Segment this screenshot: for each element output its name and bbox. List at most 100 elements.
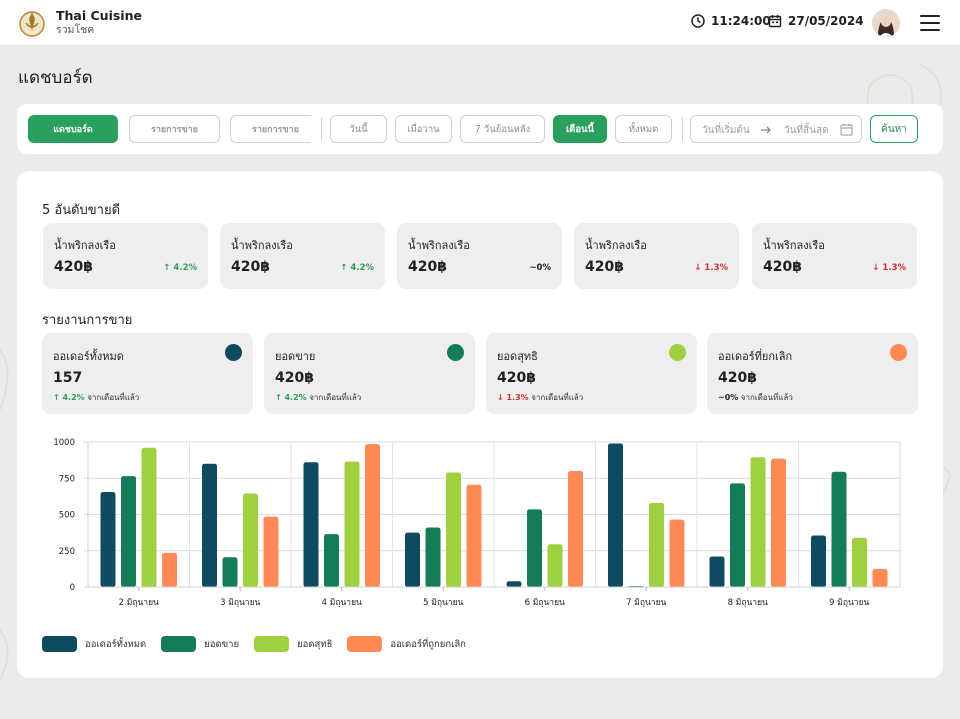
stat-value: 157 (53, 370, 83, 386)
product-change: ↓ 1.3% (694, 263, 728, 273)
chart-bar (771, 458, 786, 587)
product-name: น้ำพริกลงเรือ (54, 239, 116, 252)
stat-card-sales: ยอดขาย 420฿ ↑ 4.2% จากเดือนที่แล้ว (264, 333, 475, 414)
chart-bar (324, 534, 339, 587)
product-name: น้ำพริกลงเรือ (763, 239, 825, 252)
top-product-card[interactable]: น้ำพริกลงเรือ 420฿ ↑ 4.2% (43, 223, 208, 289)
change-percent: ↑ 4.2% (53, 393, 85, 402)
chart-bar (831, 471, 847, 587)
brand: Thai Cuisine รวมโชค (56, 8, 142, 37)
y-tick-label: 500 (59, 511, 75, 521)
stat-value: 420฿ (718, 370, 757, 386)
legend-item: ออเดอร์ที่ถูกยกเลิก (347, 636, 466, 652)
arrow-right-icon (761, 126, 771, 134)
chart-bar (608, 443, 623, 587)
x-tick-label: 7 มิถุนายน (626, 598, 666, 608)
y-tick-label: 250 (59, 547, 75, 557)
chart-legend: ออเดอร์ทั้งหมด ยอดขาย ยอดสุทธิ ออเดอร์ที่ถู… (42, 636, 481, 652)
search-button[interactable]: ค้นหา (870, 115, 918, 143)
top-product-card[interactable]: น้ำพริกลงเรือ 420฿ ↓ 1.3% (752, 223, 917, 289)
legend-swatch (161, 636, 197, 652)
chart-bar (202, 463, 217, 587)
chart-bar (750, 457, 766, 587)
date-display: 27/05/2024 (768, 14, 864, 28)
period-all[interactable]: ทั้งหมด (615, 115, 672, 143)
clock-icon (691, 14, 705, 28)
stat-card-net: ยอดสุทธิ 420฿ ↓ 1.3% จากเดือนที่แล้ว (486, 333, 697, 414)
x-tick-label: 5 มิถุนายน (423, 598, 463, 608)
chart-bar (121, 476, 136, 587)
product-name: น้ำพริกลงเรือ (408, 239, 470, 252)
top-product-card[interactable]: น้ำพริกลงเรือ 420฿ ↑ 4.2% (220, 223, 385, 289)
stat-label: ออเดอร์ทั้งหมด (53, 350, 124, 363)
chart-bar (405, 532, 420, 587)
tab-dashboard[interactable]: แดชบอร์ด (28, 115, 118, 143)
chart-bar (852, 537, 867, 587)
product-sales: 420฿ (231, 259, 270, 275)
top-bar: Thai Cuisine รวมโชค 11:24:00 27/05/2024 (0, 0, 960, 45)
page-title: แดชบอร์ด (18, 68, 93, 88)
filter-bar: แดชบอร์ด รายการขาย รายการขาย วันนี้ เมื่… (17, 104, 943, 154)
product-change: ~0% (529, 263, 551, 273)
product-sales: 420฿ (408, 259, 447, 275)
legend-label: ออเดอร์ทั้งหมด (85, 638, 147, 650)
x-tick-label: 6 มิถุนายน (525, 598, 565, 608)
chart-bar (425, 527, 441, 587)
chart-bar (649, 502, 664, 587)
top-product-card[interactable]: น้ำพริกลงเรือ 420฿ ~0% (397, 223, 562, 289)
chart-bar (811, 535, 826, 587)
chart-bar (162, 552, 177, 587)
hamburger-menu-icon[interactable] (919, 14, 941, 32)
product-change: ↓ 1.3% (872, 263, 906, 273)
chart-bar (547, 544, 563, 587)
tab-sales-list-2[interactable]: รายการขาย (230, 115, 311, 143)
stat-change: ~0% จากเดือนที่แล้ว (718, 391, 793, 404)
y-tick-label: 0 (70, 583, 75, 593)
period-last-7-days[interactable]: 7 วันย้อนหลัง (460, 115, 545, 143)
user-avatar[interactable] (872, 9, 900, 37)
chart-bar (730, 483, 745, 587)
tab-sales-list[interactable]: รายการขาย (129, 115, 220, 143)
x-tick-label: 3 มิถุนายน (220, 598, 260, 608)
stat-change: ↑ 4.2% จากเดือนที่แล้ว (275, 391, 361, 404)
change-percent: ~0% (718, 393, 739, 402)
stat-change: ↓ 1.3% จากเดือนที่แล้ว (497, 391, 583, 404)
legend-item: ยอดสุทธิ (254, 636, 332, 652)
calendar-icon (768, 15, 782, 28)
legend-label: ยอดสุทธิ (297, 638, 333, 650)
legend-swatch (347, 636, 383, 652)
series-color-dot (669, 344, 686, 361)
change-percent: ↑ 4.2% (275, 393, 307, 402)
product-name: น้ำพริกลงเรือ (585, 239, 647, 252)
y-tick-label: 1000 (53, 438, 75, 448)
legend-item: ยอดขาย (161, 636, 239, 652)
restaurant-logo-icon (19, 11, 45, 37)
legend-item: ออเดอร์ทั้งหมด (42, 636, 146, 652)
change-suffix: จากเดือนที่แล้ว (309, 393, 362, 402)
change-suffix: จากเดือนที่แล้ว (87, 393, 140, 402)
product-change: ↑ 4.2% (340, 263, 374, 273)
period-this-month[interactable]: เดือนนี้ (553, 115, 607, 143)
product-sales: 420฿ (763, 259, 802, 275)
chart-bar (344, 461, 360, 587)
chart-bar (222, 557, 238, 587)
top-product-card[interactable]: น้ำพริกลงเรือ 420฿ ↓ 1.3% (574, 223, 739, 289)
date-range-picker[interactable]: วันที่เริ่มต้น วันที่สิ้นสุด (690, 115, 862, 143)
change-suffix: จากเดือนที่แล้ว (531, 393, 584, 402)
stat-change: ↑ 4.2% จากเดือนที่แล้ว (53, 391, 139, 404)
stat-label: ยอดขาย (275, 350, 316, 363)
top5-title: 5 อันดับขายดี (42, 203, 121, 218)
stat-label: ยอดสุทธิ (497, 350, 538, 363)
end-date-field[interactable]: วันที่สิ้นสุด (784, 125, 829, 136)
calendar-icon[interactable] (840, 123, 853, 136)
x-tick-label: 4 มิถุนายน (322, 598, 362, 608)
period-yesterday[interactable]: เมื่อวาน (395, 115, 452, 143)
divider (682, 117, 683, 141)
chart-bar (527, 509, 542, 587)
period-today[interactable]: วันนี้ (330, 115, 387, 143)
x-tick-label: 8 มิถุนายน (728, 598, 768, 608)
product-change: ↑ 4.2% (163, 263, 197, 273)
brand-name: Thai Cuisine (56, 8, 142, 23)
chart-bar (100, 492, 116, 587)
start-date-field[interactable]: วันที่เริ่มต้น (702, 125, 750, 136)
